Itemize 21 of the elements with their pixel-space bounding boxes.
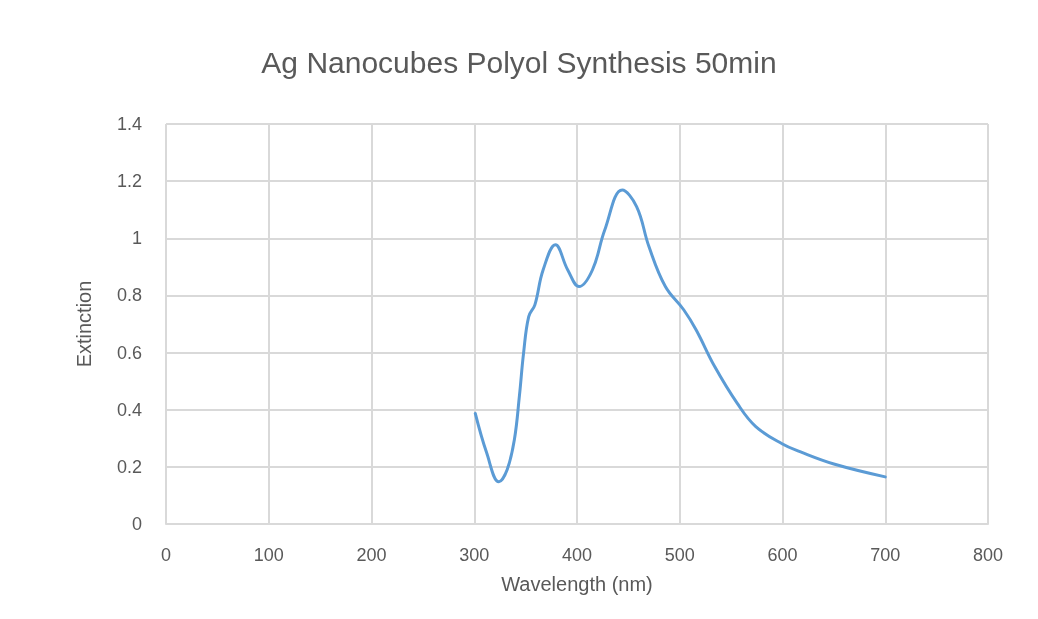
y-tick-label: 0.8 bbox=[116, 285, 142, 306]
x-tick-label: 400 bbox=[561, 545, 593, 565]
x-tick-label: 600 bbox=[767, 545, 798, 565]
x-axis-title: Wavelength (nm) bbox=[501, 573, 653, 595]
y-tick-label: 0.2 bbox=[116, 456, 142, 477]
y-tick-label: 1.4 bbox=[116, 114, 142, 134]
y-tick-label: 0 bbox=[131, 514, 142, 534]
x-tick-label: 0 bbox=[160, 545, 172, 565]
y-tick-label: 1.2 bbox=[116, 171, 142, 192]
x-tick-label: 800 bbox=[972, 545, 1004, 565]
line-series bbox=[473, 188, 887, 484]
x-tick-label: 200 bbox=[356, 545, 387, 565]
y-tick-label: 1 bbox=[131, 228, 142, 249]
chart-title: Ag Nanocubes Polyol Synthesis 50min bbox=[261, 45, 777, 79]
x-tick-label: 500 bbox=[664, 545, 695, 565]
y-tick-label: 0.4 bbox=[116, 399, 142, 420]
y-tick-label: 0.6 bbox=[116, 342, 142, 363]
x-tick-label: 100 bbox=[253, 545, 284, 565]
x-tick-label: 300 bbox=[459, 545, 490, 565]
y-axis-title: Extinction bbox=[73, 280, 95, 368]
x-tick-label: 700 bbox=[870, 545, 901, 565]
